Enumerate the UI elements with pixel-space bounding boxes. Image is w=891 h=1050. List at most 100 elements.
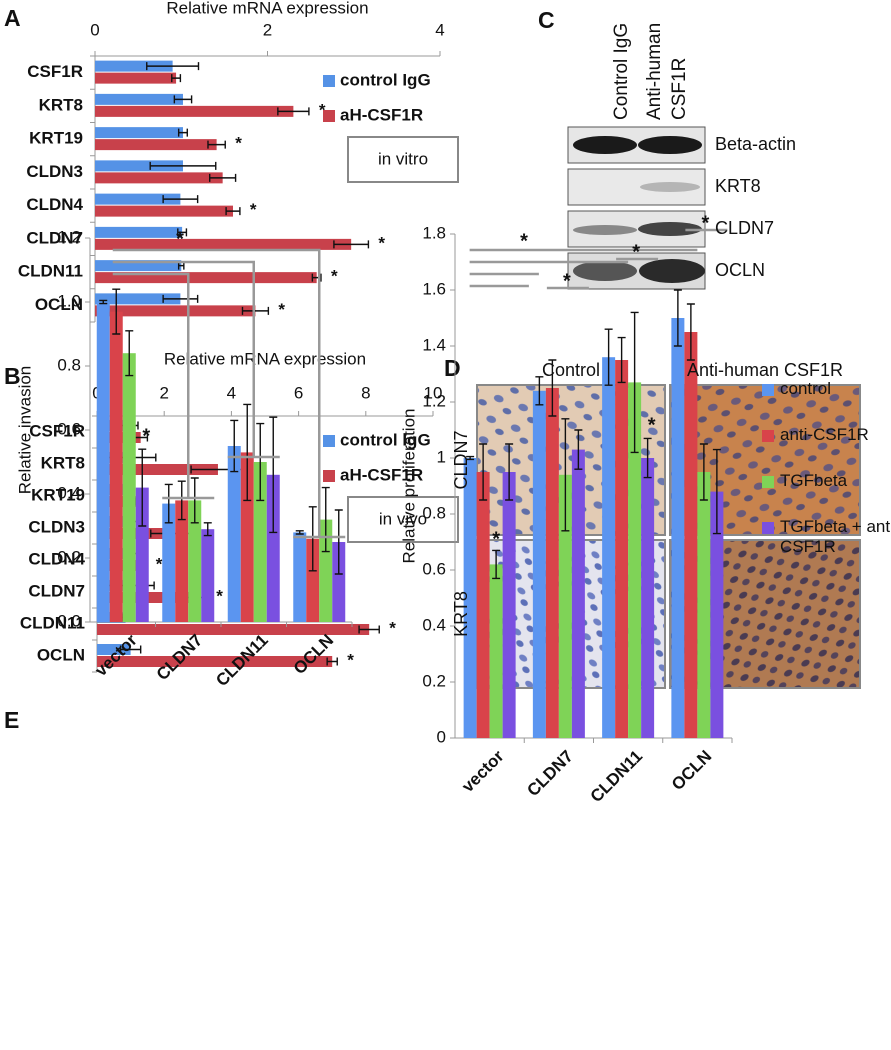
- bar: [95, 260, 182, 272]
- bar: [240, 452, 254, 622]
- category-label: CLDN4: [28, 549, 85, 568]
- category-label: CSF1R: [27, 62, 83, 81]
- error-bar: [209, 173, 237, 182]
- y-tick-label: 0.8: [57, 355, 81, 374]
- error-bar: [171, 74, 182, 83]
- bar: [332, 542, 346, 622]
- x-tick-label: OCLN: [668, 747, 715, 794]
- error-bar: [138, 448, 147, 527]
- bar: [306, 538, 320, 622]
- blot-column-label: Anti-human CSF1R: [644, 23, 690, 120]
- blot-column-line: Anti-human: [644, 23, 665, 120]
- band: [638, 222, 702, 236]
- legend-swatch: [762, 476, 774, 488]
- bar: [95, 72, 177, 84]
- category-label: KRT8: [41, 453, 85, 472]
- error-bar: [561, 418, 570, 532]
- error-bar: [295, 530, 304, 535]
- legend-label: control IgG: [340, 70, 431, 89]
- error-bar: [177, 480, 186, 521]
- blot-row-label: KRT8: [715, 176, 761, 196]
- bar: [109, 311, 123, 622]
- bar: [95, 272, 317, 284]
- bar: [710, 491, 724, 738]
- bar: [227, 446, 241, 622]
- category-label: OCLN: [35, 295, 83, 314]
- axis-title: Relative invasion: [15, 366, 34, 495]
- error-bar: [164, 483, 173, 524]
- bar: [602, 357, 616, 738]
- significance-star: *: [492, 529, 500, 551]
- x-tick-label: 4: [227, 383, 236, 402]
- bar: [319, 519, 333, 622]
- error-bar: [173, 95, 193, 104]
- bar: [95, 139, 217, 151]
- error-bar: [99, 299, 108, 305]
- category-label: KRT19: [29, 129, 83, 148]
- error-bar: [225, 207, 241, 216]
- bar: [95, 293, 181, 305]
- error-bar: [617, 336, 626, 384]
- error-bar: [203, 522, 212, 537]
- x-tick-label: 10: [424, 383, 443, 402]
- bar: [95, 105, 294, 117]
- bracket: [112, 248, 346, 539]
- band: [573, 261, 637, 281]
- significance-star: *: [701, 212, 709, 234]
- bar: [95, 127, 183, 139]
- y-tick-label: 1.6: [422, 279, 446, 298]
- legend-label: TGFbeta + anti-CSF1R: [780, 517, 891, 556]
- y-tick-label: 1.8: [422, 223, 446, 242]
- category-label: KRT8: [39, 95, 83, 114]
- bracket: [112, 272, 215, 500]
- blot: [567, 126, 706, 290]
- x-tick-label: CLDN7: [523, 747, 577, 801]
- category-label: CSF1R: [29, 421, 85, 440]
- bar: [463, 458, 477, 738]
- bar: [502, 472, 516, 738]
- category-label: CLDN3: [28, 517, 85, 536]
- error-bar: [125, 330, 134, 377]
- error-bar: [630, 311, 639, 454]
- x-tick-label: 4: [435, 20, 444, 39]
- bar: [697, 472, 711, 738]
- legend-label: control: [780, 379, 832, 398]
- axis-title: Relative mRNA expression: [166, 0, 368, 17]
- bar: [545, 388, 559, 738]
- bar: [97, 656, 333, 667]
- error-bar: [112, 288, 121, 335]
- x-tick-label: 0: [90, 20, 99, 39]
- legend-swatch: [323, 110, 335, 122]
- blot-column-label: Control IgG: [611, 23, 632, 120]
- bar: [95, 238, 352, 250]
- significance-star: *: [250, 200, 257, 219]
- bar: [489, 564, 503, 738]
- error-bar: [699, 443, 708, 501]
- bar: [135, 487, 149, 622]
- blot-row-label: OCLN: [715, 260, 765, 280]
- y-tick-label: 1.2: [57, 227, 81, 246]
- error-bar: [277, 107, 310, 116]
- significance-star: *: [520, 230, 528, 252]
- error-bar: [146, 62, 200, 71]
- blot-row-label: Beta-actin: [715, 134, 796, 154]
- bar: [95, 305, 256, 317]
- y-tick-label: 0.8: [422, 503, 446, 522]
- error-bar: [207, 140, 226, 149]
- annotation-box-label: in vivo: [379, 509, 427, 528]
- error-bar: [334, 509, 343, 575]
- y-tick-label: 0.0: [57, 611, 81, 630]
- y-tick-label: 0: [437, 727, 446, 746]
- bar: [95, 205, 233, 217]
- error-bar: [333, 240, 370, 249]
- y-tick-label: 1.0: [57, 291, 81, 310]
- significance-star: *: [278, 300, 285, 319]
- error-bar: [256, 422, 265, 502]
- category-label: CLDN11: [20, 613, 85, 632]
- bar: [253, 462, 267, 622]
- ihc-row-label: KRT8: [451, 591, 471, 637]
- error-bar: [162, 195, 199, 204]
- error-bar: [535, 376, 544, 406]
- category-label: OCLN: [37, 645, 85, 664]
